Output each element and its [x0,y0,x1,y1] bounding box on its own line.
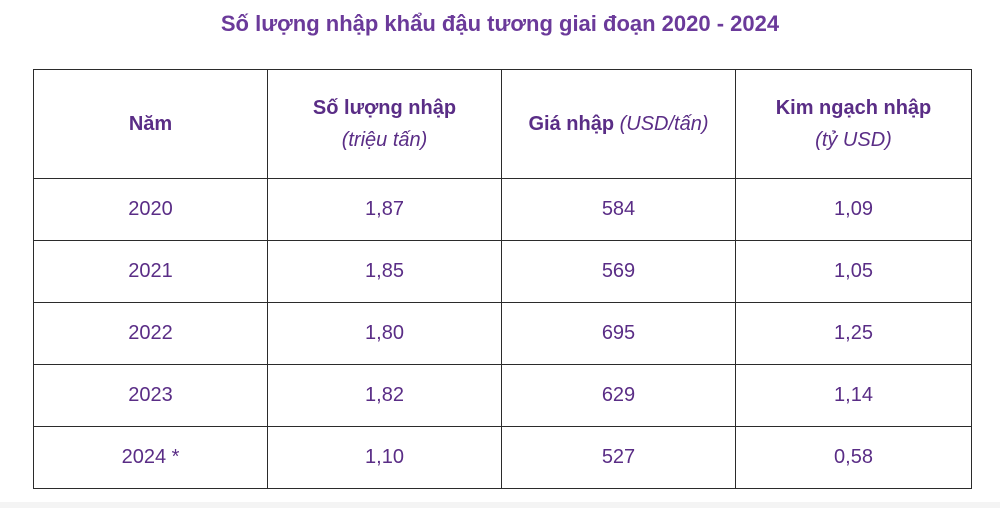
cell-value: 0,58 [735,426,972,489]
table-row: 2020 1,87 584 1,09 [33,178,972,241]
cell-year: 2020 [33,178,268,241]
cell-quantity: 1,85 [267,240,502,303]
header-year: Năm [33,69,268,179]
cell-price: 584 [501,178,736,241]
cell-year: 2024 * [33,426,268,489]
table-row: 2021 1,85 569 1,05 [33,240,972,303]
cell-price: 629 [501,364,736,427]
header-price-unit: (USD/tấn) [619,113,709,135]
table-row: 2024 * 1,10 527 0,58 [33,426,972,489]
header-year-label: Năm [128,113,173,135]
cell-year: 2022 [33,302,268,365]
cell-quantity: 1,87 [267,178,502,241]
cell-value: 1,25 [735,302,972,365]
cell-value: 1,14 [735,364,972,427]
header-value: Kim ngạch nhập (tỷ USD) [735,69,972,179]
table-row: 2023 1,82 629 1,14 [33,364,972,427]
cell-price: 569 [501,240,736,303]
cell-value: 1,05 [735,240,972,303]
cell-price: 527 [501,426,736,489]
header-quantity-unit: (triệu tấn) [341,129,428,151]
cell-value: 1,09 [735,178,972,241]
cell-year: 2021 [33,240,268,303]
import-table: Năm Số lượng nhập (triệu tấn) Giá nhập (… [33,69,972,489]
header-quantity: Số lượng nhập (triệu tấn) [267,69,502,179]
cell-price: 695 [501,302,736,365]
table-header-row: Năm Số lượng nhập (triệu tấn) Giá nhập (… [33,69,972,179]
cell-quantity: 1,82 [267,364,502,427]
cell-quantity: 1,10 [267,426,502,489]
page-title: Số lượng nhập khẩu đậu tương giai đoạn 2… [220,11,780,36]
table-row: 2022 1,80 695 1,25 [33,302,972,365]
footer-band [0,502,1000,508]
header-value-label: Kim ngạch nhập [775,97,932,119]
header-price: Giá nhập (USD/tấn) [501,69,736,179]
cell-quantity: 1,80 [267,302,502,365]
header-value-unit: (tỷ USD) [815,129,892,151]
header-quantity-label: Số lượng nhập [312,97,457,119]
cell-year: 2023 [33,364,268,427]
header-price-label: Giá nhập [528,113,615,135]
